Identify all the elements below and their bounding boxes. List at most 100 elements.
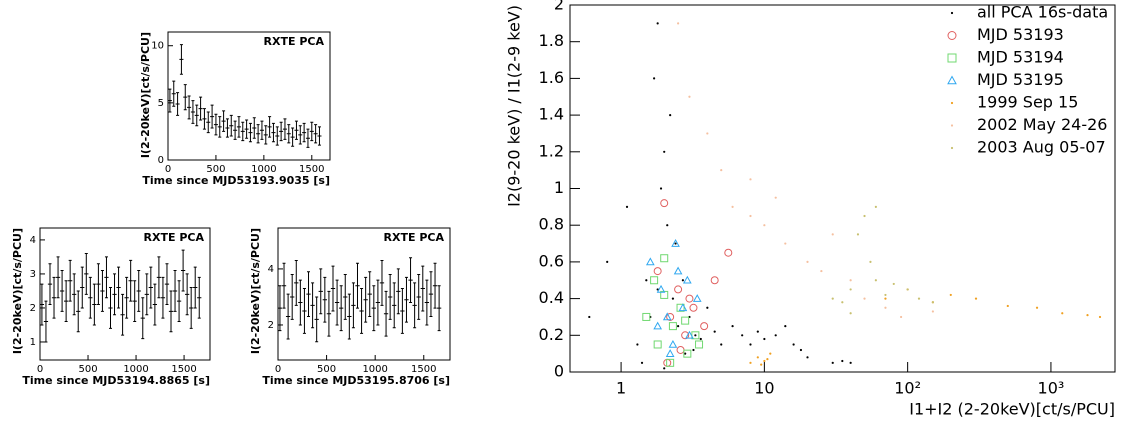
point [931, 301, 934, 304]
legend-label: all PCA 16s-data [977, 3, 1108, 22]
error-bar [156, 256, 162, 299]
x-tick-label: 10² [894, 379, 921, 398]
error-bar [290, 127, 295, 147]
point [662, 312, 672, 321]
point [931, 310, 934, 313]
point [666, 224, 669, 227]
error-bar [132, 280, 137, 323]
point [831, 233, 834, 236]
y-tick-label: 0.8 [539, 215, 564, 234]
error-bar [55, 256, 61, 299]
point [720, 169, 723, 172]
point [906, 288, 909, 291]
point [869, 260, 872, 263]
point [974, 297, 978, 300]
point [669, 114, 672, 117]
point [692, 348, 695, 352]
point [677, 22, 680, 25]
error-bar [160, 276, 166, 319]
point [681, 331, 690, 340]
error-bar [140, 297, 145, 340]
point [769, 352, 772, 355]
x-tick-label: 500 [317, 364, 336, 375]
point [849, 288, 852, 291]
error-bar [198, 96, 203, 121]
point [792, 343, 795, 346]
point [668, 339, 678, 348]
error-bar [76, 290, 81, 333]
error-bar [375, 279, 381, 326]
error-bar [92, 283, 97, 326]
error-bar [334, 279, 340, 326]
error-bar [185, 273, 190, 316]
y-axis-label: I(2-20keV)[ct/s/PCU] [249, 228, 262, 354]
error-bar [252, 117, 257, 139]
error-bar [277, 285, 283, 332]
y-tick-label: 0 [158, 155, 164, 166]
point [863, 214, 866, 218]
x-tick-label: 1000 [123, 364, 148, 375]
y-tick-label: 1 [554, 178, 564, 197]
error-bar [310, 282, 315, 329]
point [720, 343, 723, 346]
error-bar [197, 276, 202, 319]
x-axis-label: Time since MJD53195.8706 [s] [262, 374, 450, 387]
y-tick-label: 1.4 [539, 105, 564, 124]
legend-label: 1999 Sep 15 [977, 93, 1078, 112]
point [684, 352, 687, 355]
y-tick-label: 2 [268, 320, 274, 331]
point [892, 282, 895, 286]
x-tick-label: 0 [165, 164, 171, 175]
error-bar [367, 271, 372, 318]
point [1006, 304, 1009, 308]
plot-frame [167, 31, 331, 161]
point [774, 196, 777, 199]
point [663, 367, 666, 370]
point [676, 345, 685, 354]
y-tick-label: 4 [268, 264, 274, 275]
error-bar [168, 290, 174, 333]
point [706, 306, 709, 309]
error-bar [281, 262, 287, 309]
point [774, 334, 777, 337]
point [784, 242, 787, 245]
y-tick-label: 0.6 [539, 251, 564, 270]
point [841, 301, 844, 304]
point [884, 306, 887, 309]
point [756, 330, 759, 333]
error-bar [275, 126, 280, 146]
error-bar [240, 121, 245, 142]
y-tick-label: 5 [158, 98, 164, 109]
error-bar [305, 128, 310, 148]
point [841, 359, 844, 363]
error-bar [63, 280, 69, 323]
point [656, 284, 666, 293]
point [678, 303, 688, 312]
point [682, 275, 692, 284]
point [849, 361, 852, 364]
error-bar [294, 120, 299, 140]
error-bar [290, 274, 295, 320]
point [685, 294, 694, 303]
error-bar [267, 116, 272, 138]
annotation: RXTE PCA [264, 35, 325, 48]
legend-marker [950, 11, 954, 15]
point [653, 340, 662, 349]
x-tick-label: 1000 [251, 164, 276, 175]
error-bar [306, 271, 311, 318]
error-bar [180, 249, 186, 292]
error-bar [120, 293, 125, 336]
y-tick-label: 2 [30, 303, 36, 314]
point [741, 334, 744, 337]
error-bar [279, 121, 284, 142]
point [674, 285, 683, 294]
point [663, 150, 666, 153]
error-bar [116, 266, 121, 309]
error-bar [194, 104, 199, 127]
point [671, 297, 675, 300]
error-bar [400, 288, 405, 334]
legend-label: 2003 Aug 05-07 [977, 138, 1106, 157]
error-bar [136, 270, 141, 312]
point [884, 293, 887, 297]
x-tick-label: 0 [275, 364, 281, 375]
